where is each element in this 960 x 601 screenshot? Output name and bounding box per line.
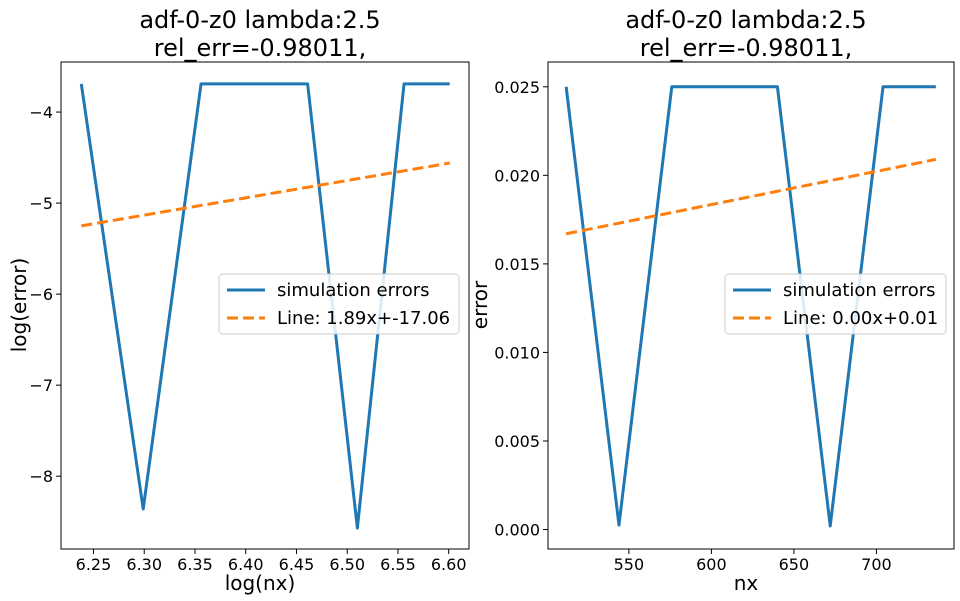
x-tick-label: 600 (696, 555, 727, 574)
title-line-1: adf-0-z0 lambda:2.5 (139, 6, 380, 34)
y-tick-label: 0.010 (494, 343, 540, 362)
x-tick-label: 6.60 (431, 555, 467, 574)
x-axis-label: nx (734, 571, 759, 595)
x-tick-label: 6.45 (279, 555, 315, 574)
x-tick-label: 6.40 (228, 555, 264, 574)
y-tick-label: −4 (29, 103, 53, 122)
left-subplot: adf-0-z0 lambda:2.5 rel_err=-0.98011, 6.… (7, 6, 470, 595)
x-tick-label: 6.25 (76, 555, 112, 574)
legend-label: simulation errors (277, 280, 430, 301)
y-tick-label: 0.020 (494, 166, 540, 185)
title-line-2: rel_err=-0.98011, (154, 34, 367, 62)
y-tick-label: 0.005 (494, 432, 540, 451)
x-tick-label: 650 (779, 555, 810, 574)
y-axis-label: error (468, 280, 492, 329)
title-line-2: rel_err=-0.98011, (640, 34, 853, 62)
legend-label: Line: 1.89x+-17.06 (277, 308, 450, 329)
x-tick-label: 6.30 (126, 555, 162, 574)
x-tick-label: 6.55 (380, 555, 416, 574)
y-tick-label: 0.025 (494, 78, 540, 97)
plot-marks: 6.25 6.30 6.35 6.40 6.45 6.50 6.55 6.60 −8 −7 −6 −5… (29, 61, 470, 574)
axes-frame (547, 61, 955, 550)
legend-box (724, 273, 947, 335)
legend-label: simulation errors (783, 280, 936, 301)
fit-line (81, 161, 450, 228)
y-tick-label: −5 (29, 194, 53, 213)
x-tick-label: 6.35 (177, 555, 213, 574)
simulation-errors-line (79, 82, 450, 530)
x-tick-label: 6.50 (329, 555, 365, 574)
title-line-1: adf-0-z0 lambda:2.5 (625, 6, 866, 34)
y-axis-label: log(error) (7, 258, 31, 353)
legend-label: Line: 0.00x+0.01 (783, 308, 938, 329)
plot-marks: 550 600 650 700 0.000 0.005 0.010 0.015 0.020 0.0… (494, 61, 955, 574)
x-tick-label: 550 (614, 555, 645, 574)
legend-box (218, 273, 460, 335)
y-tick-label: 0.000 (494, 521, 540, 540)
fit-line (565, 157, 937, 236)
simulation-errors-line (564, 85, 936, 528)
axes-frame (60, 61, 470, 550)
y-tick-label: −7 (29, 376, 53, 395)
x-tick-label: 700 (861, 555, 892, 574)
y-tick-label: −6 (29, 285, 53, 304)
right-subplot: adf-0-z0 lambda:2.5 rel_err=-0.98011, 55… (468, 6, 955, 595)
y-tick-label: −8 (29, 467, 53, 486)
y-tick-label: 0.015 (494, 255, 540, 274)
x-axis-label: log(nx) (225, 571, 296, 595)
